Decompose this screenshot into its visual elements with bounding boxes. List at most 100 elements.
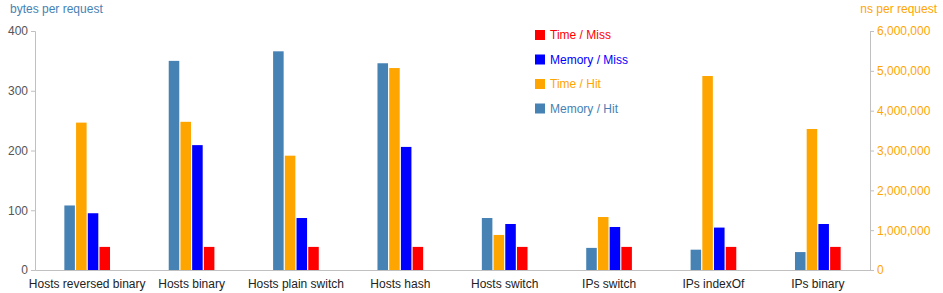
legend-swatch [535,30,545,40]
tick-label: Hosts plain switch [248,277,344,291]
legend-swatch [535,79,545,89]
tick-mark [870,230,874,231]
tick-label: 0 [877,263,884,277]
tick-label: 400 [8,24,28,38]
axis-line [31,32,36,271]
tick-label: 5,000,000 [877,64,931,78]
tick: 3,000,000 [870,144,931,158]
bar [308,247,319,270]
tick: 100 [8,204,35,218]
bar [401,147,412,270]
tick-mark [870,190,874,191]
tick-mark [870,270,874,271]
tick-label: IPs binary [791,277,844,291]
bar [517,247,528,270]
tick-label: 200 [8,144,28,158]
tick: 6,000,000 [870,24,931,38]
tick: Hosts reversed binary [29,270,146,291]
bar [505,224,516,270]
tick-mark [31,91,35,92]
chart: 0 100 200 300 400 0 1,000,000 2,000,000 3,000,00… [0,0,943,293]
tick: 300 [8,84,35,98]
bar [99,247,110,270]
tick: IPs switch [582,270,636,291]
bar [204,247,215,270]
legend: Time / Miss Memory / Miss Time / Hit Memory… [535,28,628,116]
legend-label: Time / Miss [550,28,611,42]
tick-mark [870,151,874,152]
bar [285,156,296,270]
bar [726,247,737,270]
bar [192,145,203,270]
tick: 0 [870,263,884,277]
tick: 0 [21,263,35,277]
legend-label: Time / Hit [550,77,602,91]
tick: 200 [8,144,35,158]
legend-swatch [535,104,545,114]
bar [818,224,829,270]
plot: 0 100 200 300 400 0 1,000,000 2,000,000 3,000,00… [8,24,931,290]
axis-line [871,32,875,271]
tick-mark [870,71,874,72]
tick: Hosts plain switch [248,270,344,291]
bar [389,68,400,270]
bar [807,129,818,270]
axis-title: bytes per request [10,2,103,16]
tick: 1,000,000 [870,224,931,238]
tick: Hosts switch [471,270,538,291]
bar [598,217,609,270]
legend-label: Memory / Miss [550,53,628,67]
legend-item: Memory / Miss [535,53,628,67]
axis-line [36,270,871,271]
bar [494,235,505,270]
bar [610,227,621,270]
bar [88,213,99,270]
tick: 400 [8,24,35,38]
tick: 2,000,000 [870,184,931,198]
bar [297,218,308,270]
tick: IPs binary [791,270,844,291]
bar [482,218,493,270]
bar [621,247,632,270]
tick-mark [31,210,35,211]
tick: Hosts binary [158,270,225,291]
tick-mark [870,111,874,112]
tick-label: IPs indexOf [682,277,745,291]
bar [64,205,75,270]
legend-swatch [535,55,545,65]
legend-label: Memory / Hit [550,102,619,116]
tick-label: 0 [21,263,28,277]
tick-mark [870,31,874,32]
tick-label: 3,000,000 [877,144,931,158]
axis-title: ns per request [860,2,937,16]
bar [76,123,87,270]
tick-label: 100 [8,204,28,218]
legend-item: Time / Miss [535,28,611,42]
legend-item: Memory / Hit [535,102,619,116]
tick-label: Hosts reversed binary [29,277,146,291]
bar [691,250,702,270]
tick-label: 2,000,000 [877,184,931,198]
bars [64,51,840,270]
bar [169,61,180,270]
bar [180,122,191,270]
bar [377,63,388,270]
bar [830,247,841,270]
bar [586,248,597,270]
y-axis: 0 100 200 300 400 [8,24,36,277]
tick-label: Hosts switch [471,277,538,291]
tick-label: 4,000,000 [877,104,931,118]
x-axis: Hosts reversed binary Hosts binary Hosts p… [29,270,871,291]
tick: IPs indexOf [682,270,745,291]
tick-mark [31,151,35,152]
tick-mark [31,31,35,32]
tick-label: Hosts binary [158,277,225,291]
legend-item: Time / Hit [535,77,602,91]
tick-label: Hosts hash [370,277,430,291]
tick: 4,000,000 [870,104,931,118]
tick: 5,000,000 [870,64,931,78]
tick-mark [31,270,35,271]
tick-label: 1,000,000 [877,224,931,238]
bar [795,252,806,270]
bar [413,247,424,270]
